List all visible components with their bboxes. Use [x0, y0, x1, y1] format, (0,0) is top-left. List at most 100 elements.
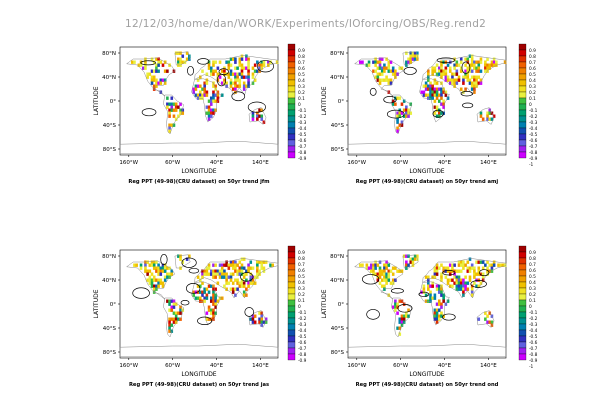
data-cell — [144, 57, 147, 61]
data-cell — [256, 114, 259, 118]
data-cell — [157, 278, 160, 282]
data-cell — [157, 272, 160, 276]
y-tick-label: 40°S — [331, 326, 345, 332]
data-cell — [150, 263, 154, 267]
data-cell — [492, 57, 496, 61]
data-cell — [440, 87, 443, 91]
data-cell — [411, 257, 415, 261]
data-cell — [157, 266, 160, 270]
data-cell — [479, 281, 483, 285]
data-cell — [205, 269, 209, 273]
data-cell — [398, 269, 402, 273]
data-cell — [258, 317, 261, 321]
data-cell — [437, 302, 441, 306]
data-cell — [385, 266, 388, 270]
continent-outline — [174, 51, 191, 66]
colorbar-tick-label: -0.8 — [529, 352, 538, 358]
data-cell — [227, 263, 231, 267]
data-cell — [486, 63, 489, 67]
data-cell — [385, 281, 388, 285]
data-cell — [488, 263, 492, 267]
colorbar-tick-label: 0.6 — [298, 66, 305, 72]
data-cell — [464, 72, 467, 76]
data-cell — [234, 269, 237, 273]
data-cell — [212, 311, 215, 315]
data-cell — [236, 281, 239, 285]
colorbar-swatch — [518, 127, 527, 135]
data-cell — [385, 260, 388, 264]
data-cell — [170, 299, 174, 303]
data-cell — [240, 69, 244, 73]
data-cell — [383, 272, 386, 276]
data-cell — [499, 263, 503, 267]
data-cell — [422, 284, 426, 288]
data-cell — [431, 96, 434, 100]
data-cell — [267, 60, 270, 64]
data-cell — [442, 72, 445, 76]
data-cell — [245, 272, 248, 276]
data-cell — [387, 78, 391, 82]
data-cell — [446, 281, 450, 285]
data-cell — [448, 272, 452, 276]
significance-contour — [460, 91, 473, 97]
data-cell — [400, 123, 404, 127]
data-cell — [477, 60, 481, 64]
data-cell — [437, 290, 441, 294]
data-cell — [407, 57, 410, 61]
data-cell — [247, 81, 250, 85]
data-cell — [212, 290, 215, 294]
data-cell — [427, 278, 430, 282]
data-cell — [490, 263, 494, 267]
data-cell — [448, 269, 452, 273]
data-cell — [214, 311, 217, 315]
data-cell — [242, 290, 246, 294]
x-tick-label: 40°E — [210, 363, 224, 369]
data-cell — [203, 290, 206, 294]
data-cell — [435, 317, 439, 321]
data-cell — [387, 90, 391, 94]
data-cell — [251, 314, 255, 318]
data-cell — [453, 84, 456, 88]
data-cell — [389, 60, 393, 64]
data-cell — [385, 275, 388, 279]
data-cell — [144, 263, 147, 267]
continent-outline — [419, 78, 450, 123]
data-cell — [387, 269, 391, 273]
x-tick-label: 160°W — [119, 363, 138, 369]
data-cell — [488, 66, 492, 70]
data-cell — [212, 108, 215, 112]
data-cell — [209, 296, 213, 300]
colorbar: 0.90.80.70.60.50.40.30.20.10-0.1-0.2-0.3… — [518, 43, 538, 168]
data-cell — [231, 81, 235, 85]
data-cell — [262, 260, 266, 264]
colorbar-tick-label: 0.6 — [298, 268, 305, 274]
colorbar-swatch — [518, 121, 527, 129]
data-cell — [433, 93, 437, 97]
data-cell — [431, 93, 434, 97]
data-cell — [240, 75, 244, 79]
data-cell — [374, 57, 377, 61]
colorbar-tick-label: -0.7 — [529, 144, 538, 150]
data-cell — [179, 311, 182, 315]
data-cell — [372, 266, 375, 270]
colorbar-swatch — [287, 311, 296, 319]
data-cell — [477, 66, 481, 70]
colorbar-swatch — [518, 275, 527, 283]
data-cell — [148, 269, 152, 273]
colorbar-swatch — [518, 151, 527, 159]
data-cell — [166, 69, 169, 73]
data-cell — [378, 60, 382, 64]
data-cell — [391, 102, 395, 106]
data-cell — [464, 87, 467, 91]
data-cell — [174, 302, 178, 306]
data-cell — [413, 51, 417, 55]
colorbar-tick-label: 0.5 — [529, 72, 536, 78]
data-cell — [256, 117, 259, 121]
data-cell — [161, 78, 165, 82]
data-cell — [405, 105, 408, 109]
colorbar-swatch — [287, 145, 296, 153]
significance-contour — [461, 61, 471, 74]
colorbar-tick-label: 0.4 — [298, 280, 305, 286]
continent-outline — [194, 258, 279, 299]
data-cell — [391, 266, 395, 270]
